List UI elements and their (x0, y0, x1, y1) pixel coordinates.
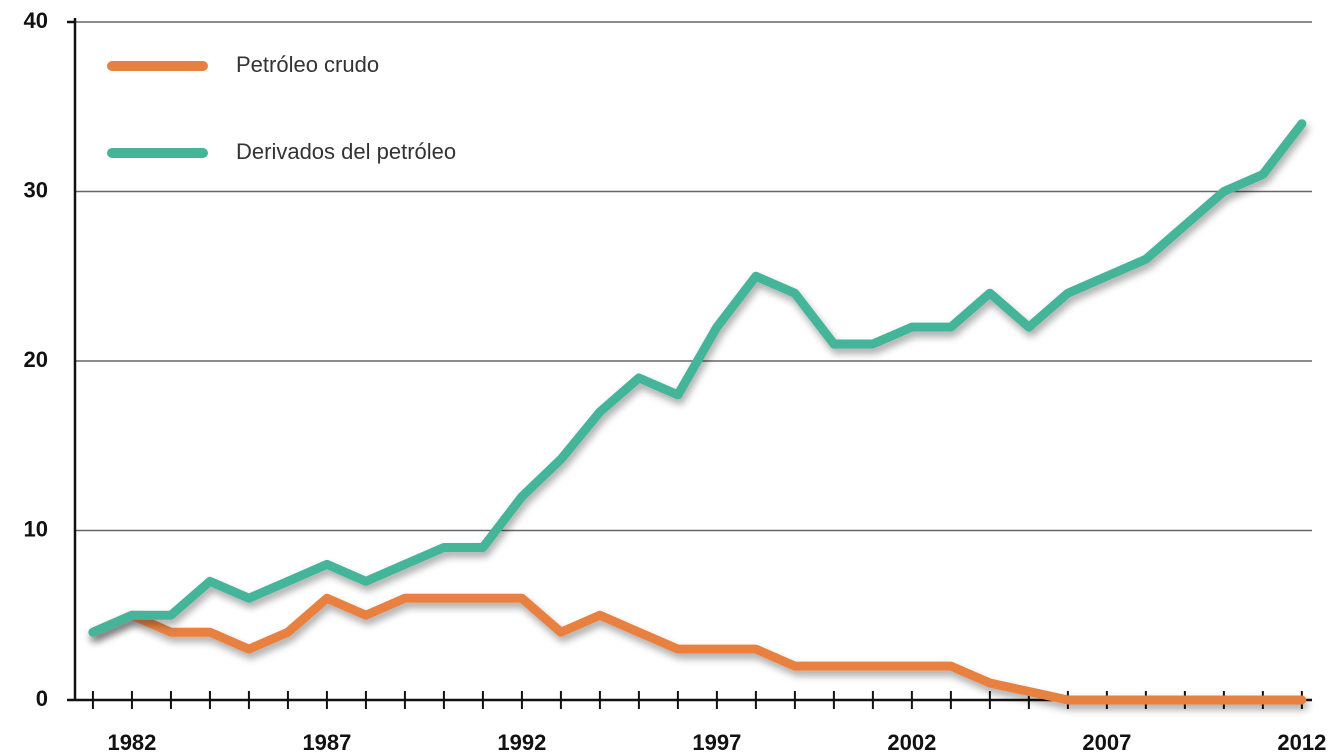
y-tick-label: 0 (36, 686, 48, 711)
x-tick-label: 1997 (692, 730, 741, 755)
x-tick-label: 2002 (887, 730, 936, 755)
legend-label: Petróleo crudo (236, 52, 379, 77)
series-line (88, 119, 1307, 637)
legend-label: Derivados del petróleo (236, 139, 456, 164)
lines (88, 119, 1307, 705)
x-tick-label: 1992 (497, 730, 546, 755)
series-line (88, 593, 1307, 705)
y-tick-label: 20 (24, 347, 48, 372)
y-tick-label: 10 (24, 516, 48, 541)
y-tick-label: 40 (24, 8, 48, 33)
x-tick-label: 2012 (1277, 730, 1326, 755)
x-tick-label: 1982 (107, 730, 156, 755)
y-tick-label: 30 (24, 177, 48, 202)
grid (67, 18, 1312, 709)
x-tick-label: 2007 (1082, 730, 1131, 755)
x-tick-label: 1987 (302, 730, 351, 755)
